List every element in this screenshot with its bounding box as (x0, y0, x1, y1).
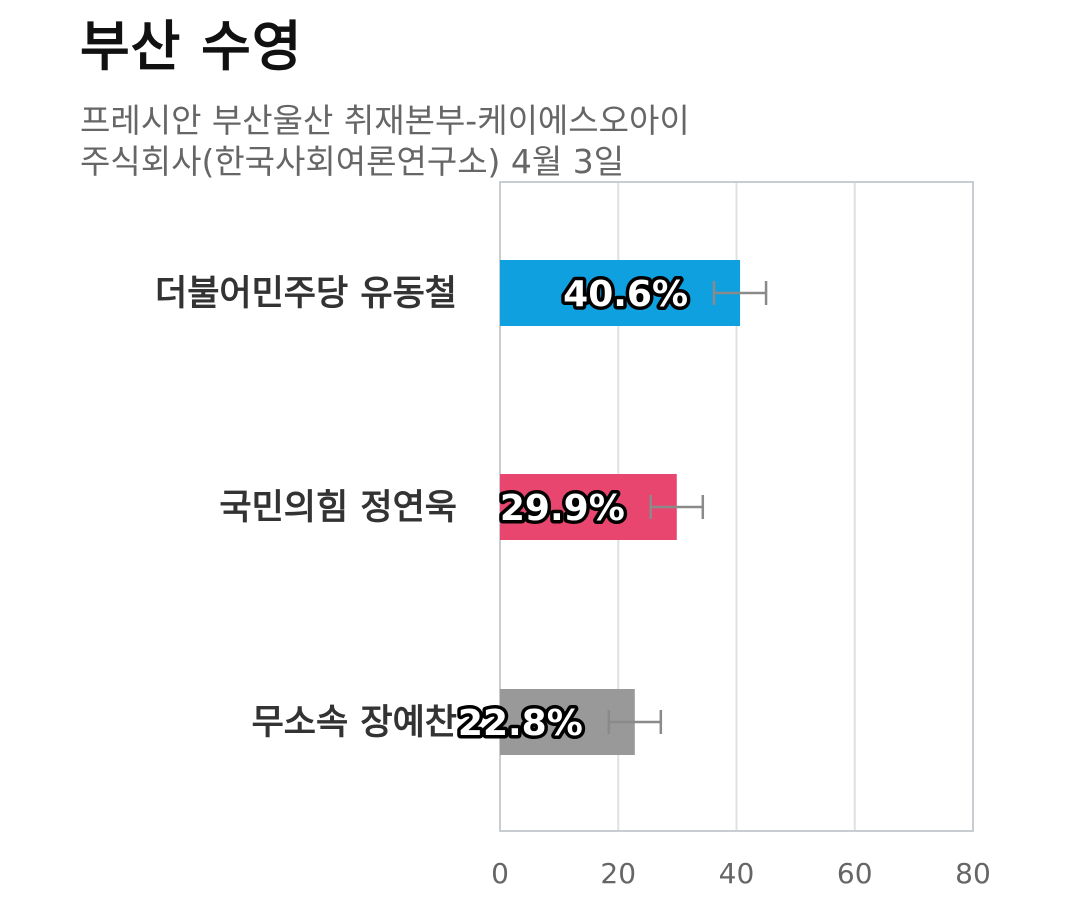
category-label: 무소속 장예찬 (252, 703, 457, 743)
x-axis-tick-labels: 0 20 40 60 80 (491, 857, 991, 890)
x-tick-label: 40 (719, 857, 755, 890)
data-label: 40.6% (563, 274, 688, 315)
bar (500, 260, 741, 326)
category-label: 국민의힘 정연욱 (219, 488, 457, 528)
chart-subtitle: 프레시안 부산울산 취재본부-케이에스오아이 주식회사(한국사회여론연구소) 4… (80, 100, 690, 182)
error-bars (607, 281, 768, 734)
data-label: 29.9% (500, 488, 625, 529)
bar (500, 474, 677, 540)
x-tick-label: 60 (837, 857, 873, 890)
chart-title: 부산 수영 (80, 15, 303, 78)
category-label: 더불어민주당 유동철 (155, 274, 457, 314)
data-label: 22.8% (458, 703, 583, 744)
subtitle-line-1: 프레시안 부산울산 취재본부-케이에스오아이 (80, 101, 690, 140)
x-tick-label: 80 (955, 857, 991, 890)
subtitle-line-2: 주식회사(한국사회여론연구소) 4월 3일 (80, 142, 625, 181)
x-tick-label: 20 (600, 857, 636, 890)
x-tick-label: 0 (491, 857, 509, 890)
data-labels: 40.6% 29.9% 22.8% (454, 271, 691, 748)
